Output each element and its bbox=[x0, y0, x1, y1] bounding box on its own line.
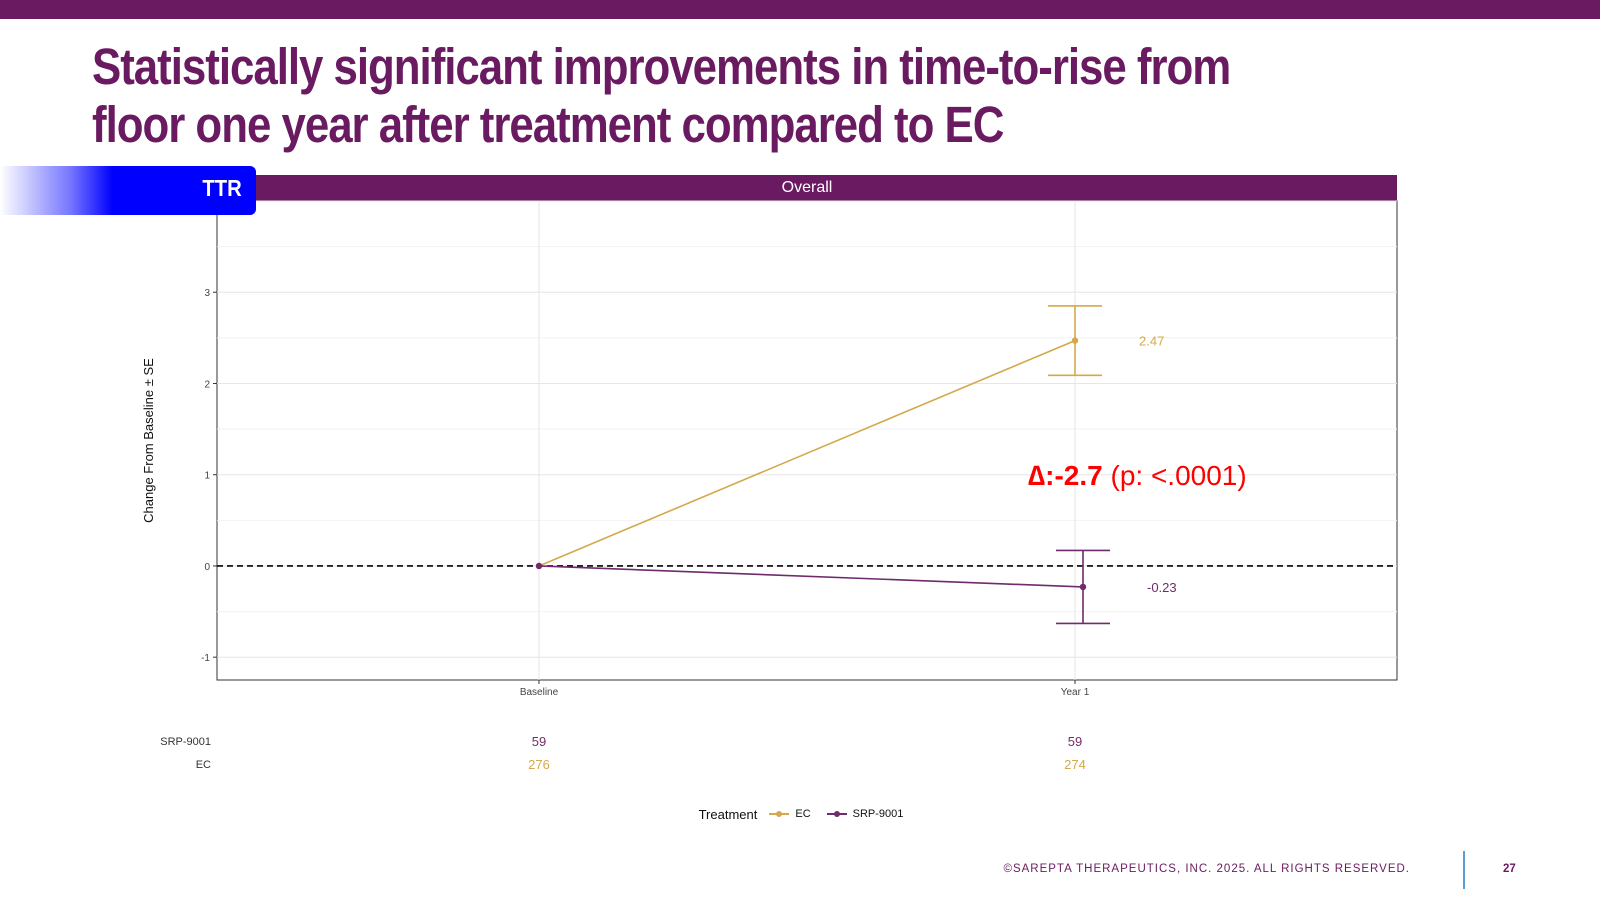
legend: Treatment EC SRP-9001 bbox=[0, 804, 1600, 824]
y-tick-label: 1 bbox=[204, 471, 210, 482]
plot-panel bbox=[216, 200, 1398, 681]
footer-copyright: ©SAREPTA THERAPEUTICS, INC. 2025. ALL RI… bbox=[1003, 863, 1410, 875]
legend-item-ec: EC bbox=[769, 808, 811, 820]
series-line-srp-9001 bbox=[538, 565, 1084, 588]
delta-annotation: ∆:-2.7 (p: <.0001) bbox=[1028, 460, 1247, 491]
legend-label-ec: EC bbox=[795, 808, 811, 820]
y-tick-label: -1 bbox=[201, 653, 210, 664]
ttr-tab-label: TTR bbox=[202, 175, 242, 201]
n-table-value-ec: 276 bbox=[528, 757, 550, 772]
footer-divider bbox=[1463, 851, 1465, 889]
legend-label-srp-9001: SRP-9001 bbox=[852, 808, 904, 820]
y-tick-label: 0 bbox=[204, 562, 210, 573]
n-table-value-ec: 274 bbox=[1064, 757, 1086, 772]
ttr-tab: TTR bbox=[0, 166, 256, 215]
x-tick-label: Year 1 bbox=[1061, 687, 1090, 698]
legend-title: Treatment bbox=[698, 806, 758, 822]
data-point-srp-9001 bbox=[535, 562, 543, 570]
page-number: 27 bbox=[1503, 863, 1516, 875]
x-tick-label: Baseline bbox=[520, 687, 559, 698]
n-table-row-label-srp-9001: SRP-9001 bbox=[160, 736, 211, 748]
n-table-value-srp-9001: 59 bbox=[532, 734, 546, 749]
y-axis-title: Change From Baseline ± SE bbox=[141, 358, 156, 523]
top-bar bbox=[0, 0, 1600, 19]
data-point-srp-9001 bbox=[1079, 583, 1087, 591]
legend-key-ec bbox=[769, 809, 790, 819]
legend-item-srp-9001: SRP-9001 bbox=[826, 808, 904, 820]
legend-key-srp-9001 bbox=[826, 809, 847, 819]
series-line-ec bbox=[538, 339, 1076, 567]
data-label-srp-9001: -0.23 bbox=[1147, 580, 1177, 595]
data-point-ec bbox=[1071, 337, 1079, 344]
data-label-ec: 2.47 bbox=[1139, 334, 1164, 349]
facet-strip: Overall bbox=[217, 175, 1397, 201]
n-table-value-srp-9001: 59 bbox=[1068, 734, 1082, 749]
facet-label: Overall bbox=[781, 179, 833, 196]
slide-title: Statistically significant improvements i… bbox=[92, 38, 1231, 153]
n-table-row-label-ec: EC bbox=[196, 759, 211, 771]
y-tick-label: 2 bbox=[204, 379, 210, 390]
y-tick-label: 3 bbox=[204, 288, 210, 299]
